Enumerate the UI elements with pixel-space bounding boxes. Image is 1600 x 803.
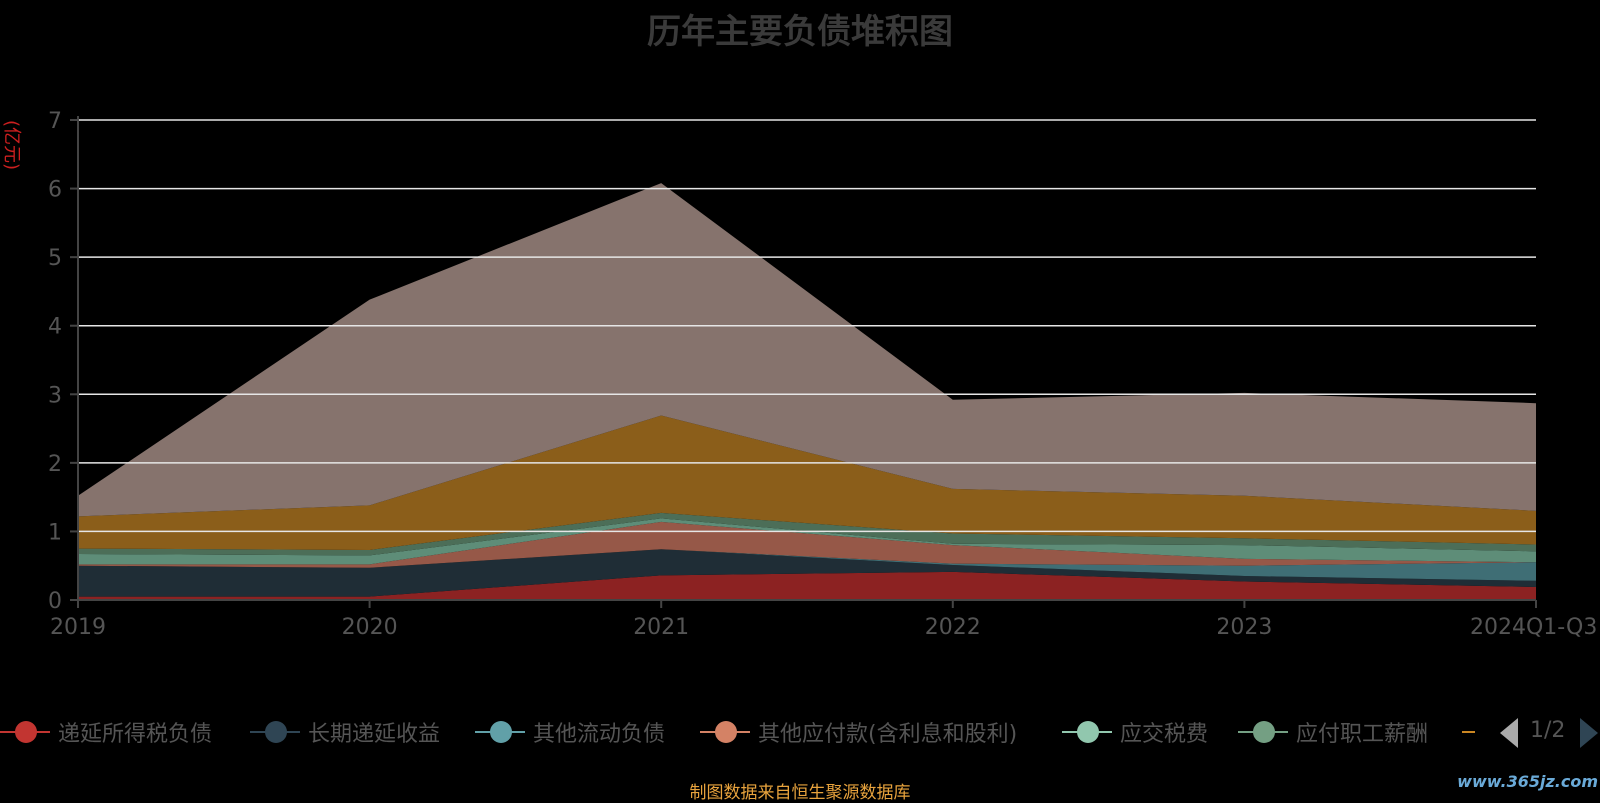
legend-symbol-icon	[250, 712, 300, 752]
y-tick-label-7: 7	[48, 109, 62, 134]
y-tick-label-0: 0	[48, 589, 62, 614]
x-tick-label-5: 2024Q1-Q3	[1470, 615, 1597, 640]
legend-item-5[interactable]: 应交税费	[1062, 712, 1208, 752]
legend-next-page-icon[interactable]	[1580, 718, 1598, 748]
legend-symbol-icon	[1462, 712, 1475, 752]
legend-item-4[interactable]: 其他应付款(含利息和股利)	[700, 712, 1017, 752]
legend-symbol-icon	[475, 712, 525, 752]
legend-label: 应交税费	[1120, 722, 1209, 747]
legend-item-1[interactable]: 递延所得税负债	[0, 712, 212, 752]
y-tick-label-3: 3	[48, 383, 62, 408]
x-tick-label-0: 2019	[50, 615, 106, 640]
watermark: www.365jz.com	[1457, 772, 1598, 791]
data-source-note: 制图数据来自恒生聚源数据库	[689, 783, 911, 803]
legend-item-6[interactable]: 应付职工薪酬	[1238, 712, 1428, 752]
legend-item-3[interactable]: 其他流动负债	[475, 712, 665, 752]
legend-prev-page-icon[interactable]	[1500, 718, 1518, 748]
legend-item-7[interactable]: 应付账款	[1462, 712, 1475, 752]
legend-label: 长期递延收益	[308, 722, 441, 747]
legend: 递延所得税负债 长期递延收益 其他流动负债 其他应付款(含利息和股利) 应交税费 应付职工…	[0, 712, 1475, 752]
legend-page-info: 1/2	[1530, 718, 1566, 743]
legend-symbol-icon	[0, 712, 50, 752]
x-tick-label-1: 2020	[342, 615, 398, 640]
series-area-6	[78, 512, 1536, 556]
legend-label: 其他应付款(含利息和股利)	[758, 722, 1018, 747]
legend-label: 应付职工薪酬	[1296, 722, 1429, 747]
y-tick-label-1: 1	[48, 520, 62, 545]
y-tick-label-2: 2	[48, 452, 62, 477]
series-area-7	[78, 415, 1536, 550]
legend-symbol-icon	[1238, 712, 1288, 752]
legend-label: 其他流动负债	[533, 722, 666, 747]
series-area-1	[78, 571, 1536, 600]
legend-label: 递延所得税负债	[58, 722, 213, 747]
chart-plot-area: 0 1 2 3 4 5 6 7 2019 2020 2021 2022 2023 2024Q1-Q3	[48, 109, 1597, 640]
series-area-5	[78, 518, 1536, 565]
x-tick-label-3: 2022	[925, 615, 981, 640]
y-tick-label-4: 4	[48, 315, 62, 340]
chart-title: 历年主要负债堆积图	[647, 12, 953, 52]
legend-symbol-icon	[700, 712, 750, 752]
series-area-8	[78, 183, 1536, 517]
legend-symbol-icon	[1062, 712, 1112, 752]
x-tick-label-4: 2023	[1216, 615, 1272, 640]
series-area-2	[78, 549, 1536, 597]
y-tick-label-5: 5	[48, 246, 62, 271]
x-tick-label-2: 2021	[633, 615, 689, 640]
series-area-3	[78, 549, 1536, 581]
y-tick-label-6: 6	[48, 178, 62, 203]
legend-item-2[interactable]: 长期递延收益	[250, 712, 440, 752]
series-area-4	[78, 521, 1536, 568]
